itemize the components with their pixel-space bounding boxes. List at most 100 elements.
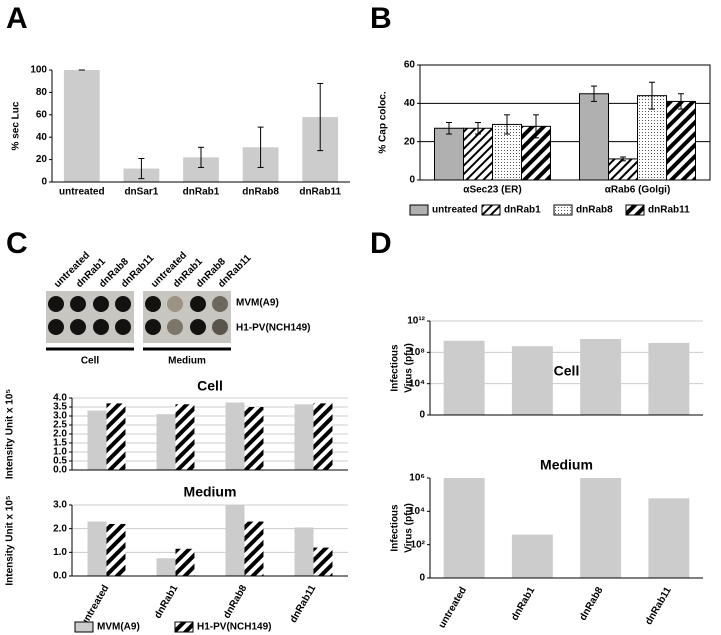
y-tick-label: 40 (36, 132, 48, 143)
y-tick-label: 3.5 (53, 402, 67, 413)
x-tick-label: untreated (437, 585, 469, 630)
blot-dot (167, 319, 183, 335)
bar (648, 342, 690, 415)
legend-swatch (553, 204, 573, 216)
blot-dot (93, 319, 109, 335)
y-tick-label: 3.0 (53, 500, 67, 511)
y-tick-label: 60 (404, 60, 416, 71)
bar (313, 403, 333, 470)
y-tick-label: 0 (409, 175, 415, 186)
bar (666, 100, 696, 181)
y-tick-label: 0 (41, 177, 47, 188)
bar (443, 340, 485, 415)
x-tick-label: dnRab8 (222, 583, 250, 621)
y-tick-label: 1.0 (53, 547, 67, 558)
panel-label: D (370, 227, 392, 260)
legend-label: untreated (432, 205, 478, 216)
y-tick-label: 10¹² (407, 316, 425, 327)
y-axis-label: % sec Luc (11, 101, 22, 150)
blot-row: H1-PV(NCH149) (236, 323, 310, 334)
blot-dot (70, 319, 86, 335)
y-axis-label: Infectious (390, 344, 401, 392)
blot-dot (70, 296, 86, 312)
y-tick-label: 60 (36, 109, 48, 120)
legend-swatch (174, 621, 194, 633)
bar (463, 127, 493, 181)
plot-frame (419, 64, 711, 181)
bar (87, 410, 107, 470)
legend-swatch (409, 204, 429, 216)
bar (175, 404, 195, 470)
chart-title: Medium (540, 457, 593, 473)
x-tick-label: dnRab11 (299, 187, 341, 198)
blot-dot (190, 319, 206, 335)
blot-dot (115, 296, 131, 312)
blot-dot (115, 319, 131, 335)
legend-swatch (481, 204, 501, 216)
chart-title: Cell (197, 378, 223, 394)
panel-label: A (6, 2, 28, 35)
bar (225, 505, 245, 576)
chart-title: Medium (184, 484, 237, 500)
y-tick-label: 0.0 (53, 571, 67, 582)
x-tick-label: dnRab11 (288, 583, 319, 625)
blot-dot (93, 296, 109, 312)
legend-label: H1-PV(NCH149) (197, 622, 271, 633)
y-axis-label: Virus (pfu) (404, 343, 415, 393)
y-axis-label: Intensity Unit x 10⁵ (5, 495, 16, 586)
bar (106, 523, 126, 576)
y-tick-label: 0 (419, 410, 425, 421)
bar (225, 402, 245, 470)
y-tick-label: 100 (30, 65, 47, 76)
y-tick-label: 10⁴ (409, 378, 425, 389)
y-tick-label: 2.5 (53, 420, 67, 431)
bar (294, 404, 314, 470)
panel-label: B (370, 2, 392, 35)
y-tick-label: 20 (36, 154, 48, 165)
y-tick-label: 10² (411, 539, 426, 550)
bar (87, 521, 107, 576)
blot-dot (212, 296, 228, 312)
bar (579, 93, 609, 181)
y-tick-label: 3.0 (53, 411, 67, 422)
x-tick-label: dnRab1 (509, 585, 537, 623)
y-tick-label: 2.0 (53, 429, 67, 440)
bar (244, 521, 264, 576)
blot-dot (48, 319, 64, 335)
y-tick-label: 4.0 (53, 393, 67, 404)
y-tick-label: 40 (404, 98, 416, 109)
bar (156, 558, 176, 576)
y-tick-label: 2.0 (53, 523, 67, 534)
x-tick-label: dnRab1 (153, 583, 181, 621)
bar (608, 158, 638, 181)
blot-row: MVM(A9) (236, 298, 279, 309)
bar (434, 127, 464, 181)
bar (511, 346, 553, 415)
x-tick-label: αSec23 (ER) (463, 185, 521, 196)
bar (313, 547, 333, 576)
blot-dot (48, 296, 64, 312)
x-tick-label: dnRab8 (578, 585, 606, 623)
blot-dot (167, 296, 183, 312)
y-tick-label: 0.0 (53, 465, 67, 476)
bar (156, 414, 176, 470)
y-tick-label: 20 (404, 136, 416, 147)
bar (294, 527, 314, 576)
chart-title: Cell (554, 363, 580, 379)
bar (580, 339, 622, 415)
bar (244, 407, 264, 470)
x-tick-label: dnSar1 (124, 187, 158, 198)
legend-swatch (74, 621, 94, 633)
y-tick-label: 0 (419, 573, 425, 584)
bar (443, 478, 485, 578)
y-tick-label: 10⁶ (409, 473, 425, 484)
y-tick-label: 10⁴ (409, 506, 425, 517)
x-tick-label: dnRab8 (242, 187, 279, 198)
bar (648, 498, 690, 578)
y-tick-label: 0.5 (53, 456, 67, 467)
y-tick-label: 1.5 (53, 438, 67, 449)
bar (511, 534, 553, 578)
blot-group: Medium (168, 356, 206, 367)
y-axis-label: Virus (pfu) (404, 503, 415, 553)
y-axis-label: Infectious (390, 504, 401, 552)
